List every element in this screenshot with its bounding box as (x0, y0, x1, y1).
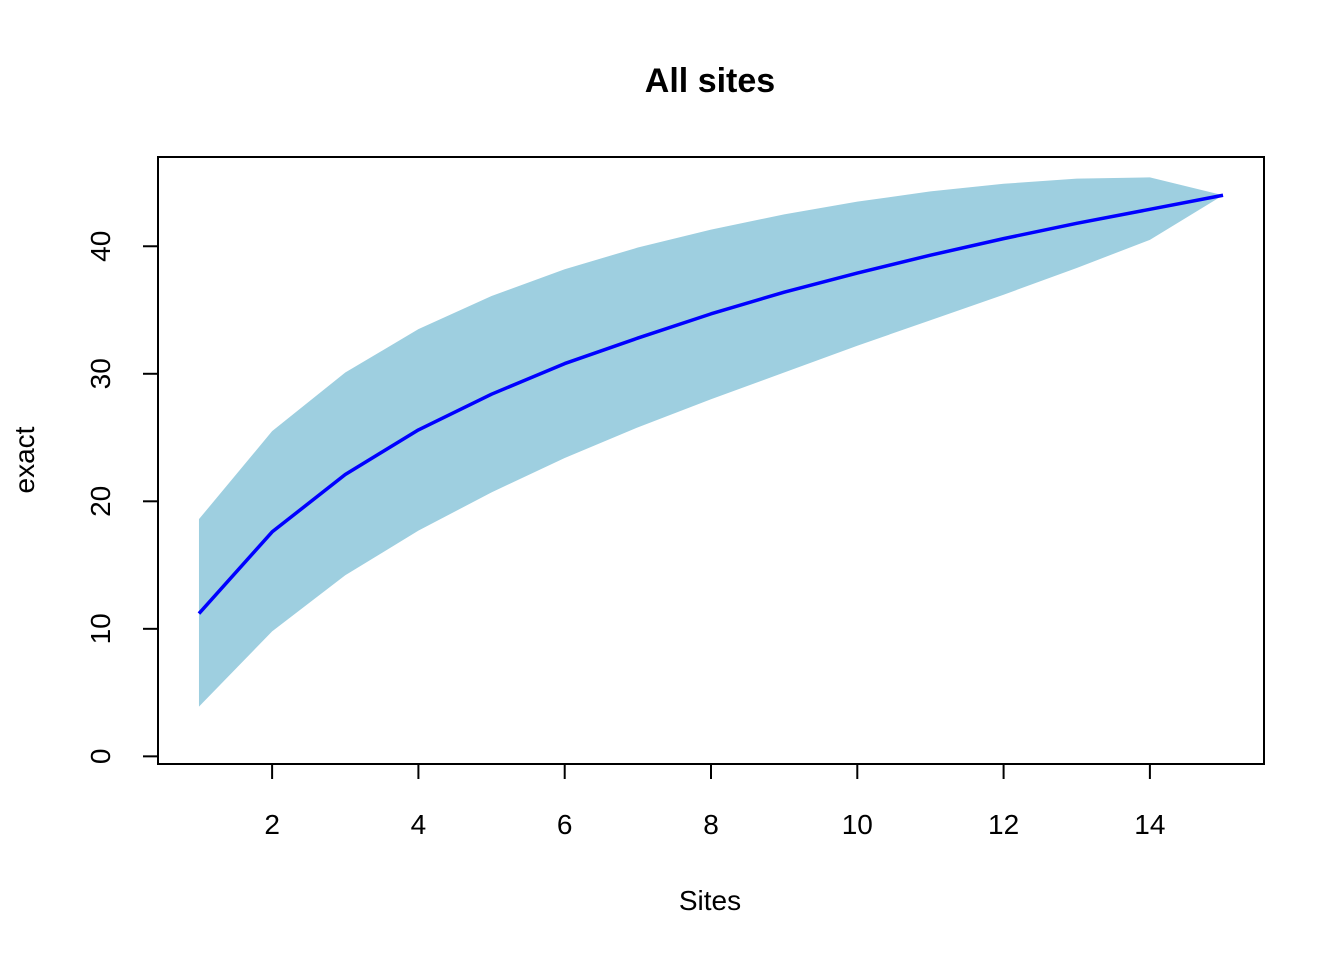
series-line (197, 193, 1224, 615)
y-tick-label: 20 (85, 486, 116, 517)
confidence-band (198, 177, 1224, 707)
plot-area (197, 177, 1224, 707)
chart-title: All sites (645, 62, 775, 100)
x-tick-label: 8 (703, 809, 719, 840)
x-axis-label: Sites (679, 885, 741, 916)
x-tick-label: 4 (411, 809, 427, 840)
x-tick-label: 10 (842, 809, 873, 840)
plot-frame (157, 156, 1265, 765)
y-tick-label: 0 (85, 749, 116, 765)
x-tick-label: 14 (1134, 809, 1165, 840)
x-tick-label: 12 (988, 809, 1019, 840)
y-tick-label: 10 (85, 613, 116, 644)
y-tick-label: 30 (85, 358, 116, 389)
y-axis-label: exact (9, 426, 40, 493)
x-tick-label: 2 (264, 809, 280, 840)
y-axis: 0 10 20 30 40 (85, 231, 159, 765)
x-axis: 2 4 6 8 10 12 14 (264, 763, 1165, 840)
y-tick-label: 40 (85, 231, 116, 262)
x-tick-label: 6 (557, 809, 573, 840)
